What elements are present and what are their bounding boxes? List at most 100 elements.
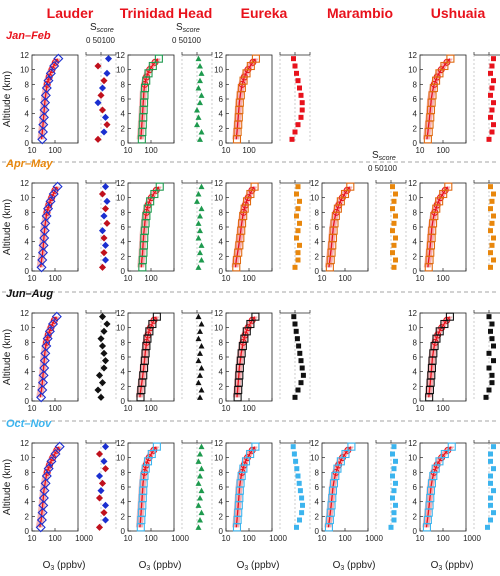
y-tick-label: 6 [25,223,30,232]
score-point [98,190,107,198]
x-axis-label-3: O3 (ppbv) [333,560,376,572]
score-point [101,256,110,264]
obs-point [346,182,355,191]
obs-point [146,197,155,206]
y-tick-label: 4 [413,498,418,507]
obs-point [40,90,51,101]
score-point [195,85,202,91]
y-tick-label: 4 [219,238,224,247]
score-point [488,502,493,508]
score-point [491,488,496,494]
y-tick-label: 0 [413,267,418,276]
y-tick-label: 2 [413,382,418,391]
score-point [195,191,202,197]
score-point [393,257,398,263]
panel-marambio-3: 0 2 4 6 8 10 12 10 100 1000 [310,439,407,543]
y-tick-label: 10 [214,454,223,463]
score-point [198,205,205,212]
score-point [393,235,398,241]
score-point [197,77,203,84]
score-point [294,466,300,472]
score-point [100,457,108,465]
score-point [298,92,304,98]
obs-point [37,247,48,258]
score-point [489,85,495,91]
score-point [486,136,492,142]
obs-point [347,442,356,451]
score-point [491,510,496,516]
obs-point [39,225,50,236]
x-tick-label: 100 [48,534,62,543]
score-point [390,473,395,479]
obs-point [37,254,48,266]
y-tick-label: 10 [116,454,125,463]
score-point [292,264,298,270]
y-tick-label: 12 [310,179,319,188]
y-tick-label: 10 [408,454,417,463]
obs-point [50,448,61,460]
y-tick-label: 2 [25,124,30,133]
y-tick-label: 4 [121,368,126,377]
panel-eureka-3: 0 2 4 6 8 10 12 10 100 1000 [214,439,311,543]
score-point [100,128,108,136]
score-point [294,235,299,241]
score-point [95,494,104,502]
score-point [390,184,395,190]
y-tick-label: 4 [219,368,224,377]
x-tick-label: 10 [124,404,133,413]
season-label-1: Apr–May [5,158,53,170]
score-point [198,183,205,190]
score-point [489,63,495,69]
score-point [294,213,299,219]
score-point [295,250,301,256]
score-point [299,510,305,516]
season-label-0: Jan–Feb [6,30,51,42]
obs-point [435,197,444,206]
y-tick-label: 6 [25,353,30,362]
panel-ushuaia-3: 0 2 4 6 8 10 12 10 100 1000 [408,439,500,543]
score-point [95,371,104,379]
score-point [98,263,107,271]
y-tick-label: 6 [121,223,126,232]
y-tick-label: 0 [413,397,418,406]
score-point [295,473,301,479]
x-tick-label: 100 [242,404,256,413]
obs-point [152,312,161,321]
obs-point [154,54,163,63]
obs-point [43,463,54,474]
y-axis-label-1: Altitude (km) [2,199,13,255]
score-point [391,510,397,516]
obs-point [155,182,164,191]
y-tick-label: 6 [25,95,30,104]
score-point [198,321,205,327]
obs-point [152,442,161,451]
obs-point [43,203,54,214]
score-point [195,335,202,342]
model-point [44,331,52,339]
x-tick-label: 10 [222,146,231,155]
score-point [195,379,202,386]
obs-point [435,327,444,336]
obs-point [41,340,52,352]
score-point [491,444,496,450]
obs-point [336,197,345,206]
panel-ushuaia-0: 0 2 4 6 8 10 12 10 100 [408,51,500,155]
y-tick-label: 2 [413,252,418,261]
station-title-4: Ushuaia [431,5,486,21]
y-tick-label: 0 [25,139,30,148]
score-point [393,502,398,508]
y-tick-label: 10 [116,194,125,203]
score-point [391,198,397,204]
score-point [197,249,203,256]
obs-point [246,189,255,199]
score-point [393,458,398,464]
x-tick-label: 100 [48,404,62,413]
x-tick-label: 100 [338,534,352,543]
score-ticks-trinidad: 0 50100 [172,36,201,45]
x-tick-label: 100 [436,274,450,283]
score-point [195,235,202,241]
x-tick-label: 10 [416,404,425,413]
score-point [101,357,110,365]
y-tick-label: 12 [408,309,417,318]
